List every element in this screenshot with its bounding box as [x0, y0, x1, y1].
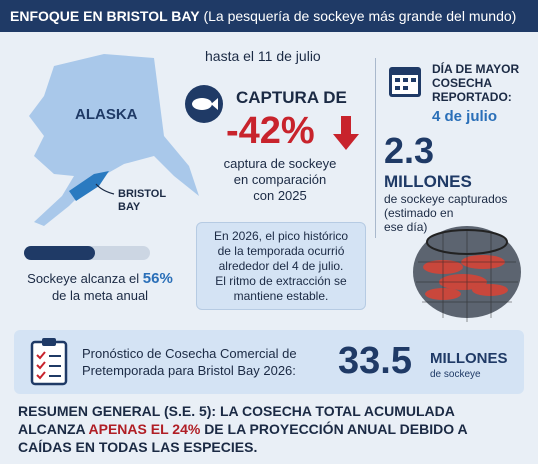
- note-line: El ritmo de extracción se: [215, 274, 347, 288]
- forecast-text: Pronóstico de Cosecha Comercial de Prete…: [82, 345, 297, 379]
- forecast-line: Pretemporada para Bristol Bay 2026:: [82, 363, 296, 378]
- catch-date: hasta el 11 de julio: [205, 48, 321, 64]
- progress-text: Sockeye alcanza el 56% de la meta anual: [10, 270, 190, 304]
- note-line: alrededor del 4 de julio.: [218, 259, 344, 273]
- summary-before: RESUMEN GENERAL (S.E. 5): LA COSECHA TOT…: [18, 403, 455, 437]
- catch-change: -42%: [226, 110, 315, 152]
- peak-heading: DÍA DE MAYOR COSECHA REPORTADO:: [432, 62, 519, 104]
- note-line: En 2026, el pico histórico: [213, 229, 349, 243]
- forecast-unit-sub: de sockeye: [430, 369, 481, 380]
- note-line: mantiene estable.: [233, 289, 329, 303]
- note-box: En 2026, el pico histórico de la tempora…: [196, 222, 366, 310]
- peak-date: 4 de julio: [432, 108, 498, 125]
- progress-value: 56%: [142, 270, 173, 287]
- peak-amount: 2.3: [384, 130, 435, 171]
- desc-line: con 2025: [253, 188, 307, 203]
- progress-before: Sockeye alcanza el: [27, 271, 140, 286]
- header-subtitle: (La pesquería de sockeye más grande del …: [203, 8, 517, 24]
- progress-fill: [24, 246, 95, 260]
- down-arrow: [333, 116, 359, 150]
- header: ENFOQUE EN BRISTOL BAY (La pesquería de …: [0, 0, 538, 32]
- peak-unit: MILLONES: [384, 172, 472, 191]
- desc-line: ese día): [384, 220, 428, 234]
- divider: [375, 58, 376, 238]
- desc-line: (estimado en: [384, 206, 454, 220]
- calendar-icon: [389, 67, 421, 97]
- pointer: [95, 183, 115, 195]
- clipboard-icon: [30, 338, 68, 386]
- bay-line: BAY: [118, 201, 141, 213]
- desc-line: captura de sockeye: [223, 156, 337, 171]
- desc-line: en comparación: [233, 172, 327, 187]
- summary: RESUMEN GENERAL (S.E. 5): LA COSECHA TOT…: [18, 402, 523, 456]
- peak-description: de sockeye capturados (estimado en ese d…: [384, 192, 507, 234]
- progress-track: [24, 246, 150, 260]
- forecast-amount: 33.5: [338, 340, 412, 382]
- catch-heading: CAPTURA DE: [236, 88, 347, 107]
- note-line: de la temporada ocurrió: [217, 244, 345, 258]
- region-label: ALASKA: [75, 106, 138, 123]
- progress-after: de la meta anual: [51, 288, 149, 303]
- alaska-map: [29, 54, 199, 226]
- bristol-bay-area: [69, 171, 109, 201]
- catch-description: captura de sockeye en comparación con 20…: [210, 156, 350, 204]
- forecast-line: Pronóstico de Cosecha Comercial de: [82, 346, 297, 361]
- summary-highlight: APENAS EL 24%: [88, 421, 201, 437]
- fish-net: [413, 226, 521, 322]
- forecast-unit: MILLONES: [430, 350, 508, 367]
- summary-after: DE LA PROYECCIÓN ANUAL DEBIDO A CAÍDAS E…: [18, 421, 468, 455]
- fish-icon: [185, 85, 223, 123]
- forecast-box: [14, 330, 524, 394]
- alaska-shape: [29, 54, 199, 226]
- header-title: ENFOQUE EN BRISTOL BAY: [10, 8, 200, 24]
- bay-label: BRISTOL BAY: [118, 188, 166, 214]
- bay-line: BRISTOL: [118, 188, 167, 200]
- heading-line: REPORTADO:: [432, 90, 512, 104]
- desc-line: de sockeye capturados: [384, 192, 508, 206]
- heading-line: DÍA DE MAYOR: [432, 62, 520, 76]
- heading-line: COSECHA: [432, 76, 493, 90]
